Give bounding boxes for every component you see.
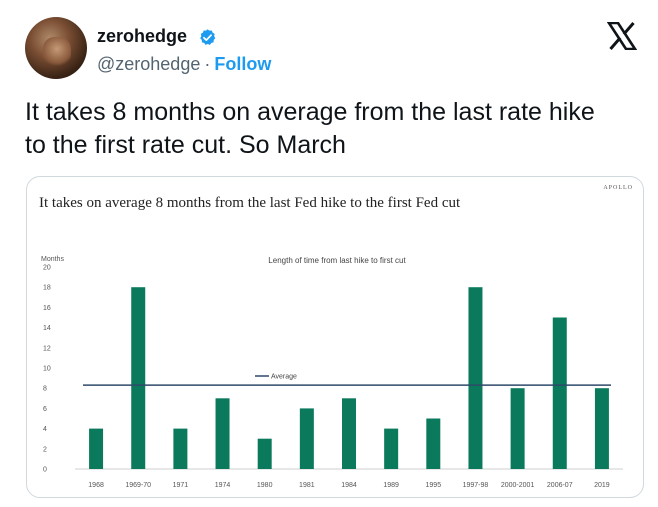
handle-row: @zerohedge · Follow — [97, 54, 271, 75]
y-tick-label: 0 — [43, 467, 47, 474]
y-axis-label: Months — [41, 256, 64, 263]
y-tick-label: 6 — [43, 406, 47, 413]
x-tick-label: 1981 — [299, 482, 315, 489]
chart-subtitle: Length of time from last hike to first c… — [268, 256, 406, 265]
bar-1974 — [215, 398, 230, 469]
y-tick-label: 18 — [43, 285, 51, 292]
chart-title: It takes on average 8 months from the la… — [39, 195, 461, 211]
x-logo-icon[interactable] — [607, 22, 637, 50]
bar-1989 — [384, 428, 399, 469]
display-name[interactable]: zerohedge — [97, 26, 188, 46]
bar-2000-2001 — [510, 388, 525, 469]
tweet-text-line-2: to the first rate cut. So March — [25, 131, 346, 159]
x-tick-label: 1974 — [215, 482, 231, 489]
bar-1969-70 — [131, 287, 146, 469]
handle[interactable]: @zerohedge — [97, 54, 201, 74]
bar-1968 — [89, 428, 104, 469]
x-tick-label: 1969-70 — [125, 482, 151, 489]
x-tick-label: 1989 — [383, 482, 399, 489]
separator: · — [204, 54, 211, 74]
follow-button[interactable]: Follow — [214, 54, 272, 74]
y-tick-label: 12 — [43, 345, 51, 352]
y-tick-label: 8 — [43, 386, 47, 393]
bar-2006-07 — [552, 317, 567, 469]
y-tick-label: 2 — [43, 446, 47, 453]
bar-1984 — [342, 398, 356, 469]
bar-1997-98 — [468, 287, 483, 469]
x-tick-label: 1997-98 — [463, 482, 489, 489]
x-tick-label: 2006-07 — [547, 482, 573, 489]
bar-2019 — [594, 388, 609, 469]
x-tick-label: 1984 — [341, 482, 357, 489]
bar-chart: Months 0 2 4 6 8 10 12 14 16 18 20 Length of time fr… — [41, 256, 623, 489]
bar-1971 — [173, 428, 188, 469]
y-tick-label: 10 — [43, 366, 51, 373]
x-tick-label: 2019 — [594, 482, 610, 489]
bar-1981 — [299, 408, 314, 469]
x-tick-label: 2000-2001 — [501, 482, 535, 489]
chart-image[interactable]: APOLLO It takes on average 8 months from… — [26, 176, 644, 498]
y-tick-label: 4 — [43, 426, 47, 433]
chart-brand: APOLLO — [603, 185, 633, 191]
bar-1980 — [257, 438, 272, 469]
x-tick-label: 1980 — [257, 482, 273, 489]
y-tick-label: 14 — [43, 325, 51, 332]
tweet-text-line-1: It takes 8 months on average from the la… — [25, 98, 595, 126]
avatar[interactable] — [25, 17, 87, 79]
x-tick-label: 1971 — [173, 482, 189, 489]
x-tick-label: 1968 — [88, 482, 104, 489]
verified-badge-icon — [200, 29, 216, 45]
y-tick-label: 16 — [43, 305, 51, 312]
legend-average-label: Average — [271, 374, 297, 381]
x-tick-label: 1995 — [426, 482, 442, 489]
bar-1995 — [426, 418, 441, 469]
tweet-text: It takes 8 months on average from the la… — [25, 96, 645, 162]
y-tick-label: 20 — [43, 265, 51, 272]
